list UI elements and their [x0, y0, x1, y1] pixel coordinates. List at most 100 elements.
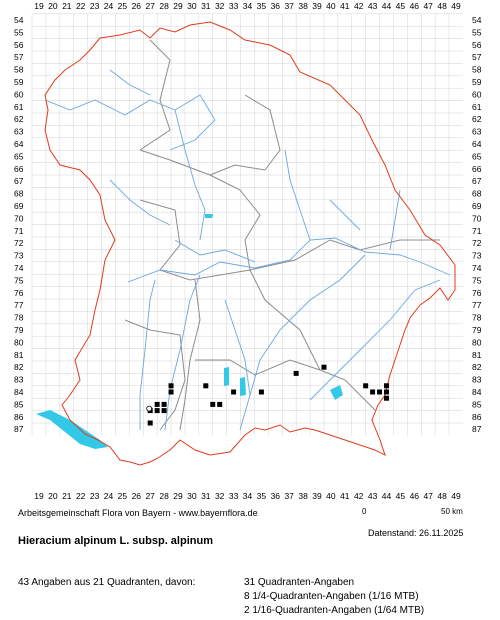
grid-label-left: 85: [14, 399, 24, 409]
river-danube: [127, 237, 451, 283]
grid-label-right: 70: [472, 213, 482, 223]
grid-label-top: 35: [257, 1, 267, 11]
grid-label-left: 74: [14, 263, 24, 273]
grid-label-top: 39: [312, 1, 322, 11]
grid-label-right: 63: [472, 127, 482, 137]
river-naab: [284, 149, 311, 241]
grid-label-right: 68: [472, 189, 482, 199]
grid-label-right: 73: [472, 251, 482, 261]
record-marker: [258, 389, 264, 395]
record-marker: [154, 408, 160, 414]
grid-label-right: 83: [472, 375, 482, 385]
grid-label-left: 73: [14, 251, 24, 261]
record-marker: [147, 420, 153, 426]
grid-label-left: 72: [14, 238, 24, 248]
grid-label-top: 40: [326, 1, 336, 11]
record-marker: [384, 389, 389, 395]
grid-label-bottom: 38: [298, 491, 308, 500]
occurrence-records: [146, 364, 389, 426]
grid-label-right: 64: [472, 139, 482, 149]
lake-starnberg: [240, 377, 246, 396]
scale-end-label: 50 km: [441, 507, 463, 516]
river-regnitz: [174, 109, 206, 241]
record-marker: [161, 408, 167, 414]
grid-label-bottom: 45: [396, 491, 406, 500]
grid-label-right: 79: [472, 325, 482, 335]
grid-label-left: 64: [14, 139, 24, 149]
record-marker-open: [146, 405, 153, 412]
district-boundaries: [124, 39, 440, 431]
grid-label-top: 45: [396, 1, 406, 11]
grid-label-right: 84: [472, 387, 482, 397]
grid-label-top: 26: [132, 1, 142, 11]
district-boundary: [249, 269, 376, 411]
grid-label-left: 82: [14, 362, 24, 372]
grid-label-bottom: 47: [423, 491, 433, 500]
record-marker: [231, 389, 237, 395]
grid-label-right: 76: [472, 288, 482, 298]
grid-label-right: 56: [472, 40, 482, 50]
grid-label-bottom: 41: [340, 491, 350, 500]
river-tributary: [329, 199, 361, 231]
grid-label-left: 84: [14, 387, 24, 397]
grid-label-left: 76: [14, 288, 24, 298]
grid-label-left: 80: [14, 337, 24, 347]
grid-label-bottom: 33: [229, 491, 239, 500]
grid-label-top: 36: [271, 1, 281, 11]
quarter-quadrant-count-line: 8 1/4-Quadranten-Angaben (1/16 MTB): [244, 591, 419, 602]
grid-label-top: 25: [118, 1, 128, 11]
grid-label-bottom: 27: [145, 491, 155, 500]
grid-label-top: 41: [340, 1, 350, 11]
grid-label-top: 49: [451, 1, 461, 11]
grid-label-left: 57: [14, 52, 24, 62]
river-tributary: [109, 179, 171, 226]
grid-label-right: 85: [472, 399, 482, 409]
record-marker: [203, 383, 209, 389]
grid-label-top: 34: [243, 1, 253, 11]
grid-label-left: 77: [14, 300, 24, 310]
grid-label-bottom: 49: [451, 491, 461, 500]
record-marker: [384, 395, 389, 401]
grid-label-top: 21: [62, 1, 72, 11]
lake-chiemsee: [330, 385, 343, 400]
river-altmuehl: [174, 239, 256, 263]
grid-label-left: 87: [14, 424, 24, 434]
record-marker: [168, 383, 174, 389]
sixteenth-quadrant-count-line: 2 1/16-Quadranten-Angaben (1/64 MTB): [244, 605, 425, 616]
river-isar: [239, 254, 366, 431]
grid-label-right: 67: [472, 176, 482, 186]
grid-label-right: 55: [472, 27, 482, 37]
grid-label-bottom: 40: [326, 491, 336, 500]
grid-labels-bottom: 19 20 21 22 23 24 25 26 27 28 29 30 31 32 33 34 35 36 37 38…: [34, 491, 461, 500]
river-main: [44, 94, 216, 151]
grid-label-left: 86: [14, 412, 24, 422]
lake-small: [205, 214, 213, 218]
grid-label-right: 61: [472, 102, 482, 112]
district-boundary: [139, 199, 251, 281]
grid-label-left: 81: [14, 350, 24, 360]
grid-label-top: 24: [104, 1, 114, 11]
grid-label-right: 65: [472, 151, 482, 161]
grid-label-left: 78: [14, 313, 24, 323]
grid-label-left: 75: [14, 275, 24, 285]
record-marker: [154, 401, 160, 407]
grid-label-bottom: 31: [201, 491, 211, 500]
grid-label-top: 23: [90, 1, 100, 11]
grid-label-bottom: 24: [104, 491, 114, 500]
grid-label-right: 78: [472, 313, 482, 323]
grid-label-left: 83: [14, 375, 24, 385]
district-boundary: [195, 359, 321, 376]
bavaria-border: [44, 21, 456, 466]
grid-label-right: 80: [472, 337, 482, 347]
grid-label-bottom: 48: [437, 491, 447, 500]
record-marker: [217, 401, 223, 407]
river-tributary: [224, 299, 251, 396]
grid-label-left: 65: [14, 151, 24, 161]
record-marker: [377, 389, 383, 395]
grid-label-left: 69: [14, 201, 24, 211]
lakes: [36, 214, 343, 449]
datestamp: Datenstand: 26.11.2025: [368, 528, 464, 538]
grid-label-left: 68: [14, 189, 24, 199]
grid-label-bottom: 37: [284, 491, 294, 500]
grid-label-bottom: 21: [62, 491, 72, 500]
